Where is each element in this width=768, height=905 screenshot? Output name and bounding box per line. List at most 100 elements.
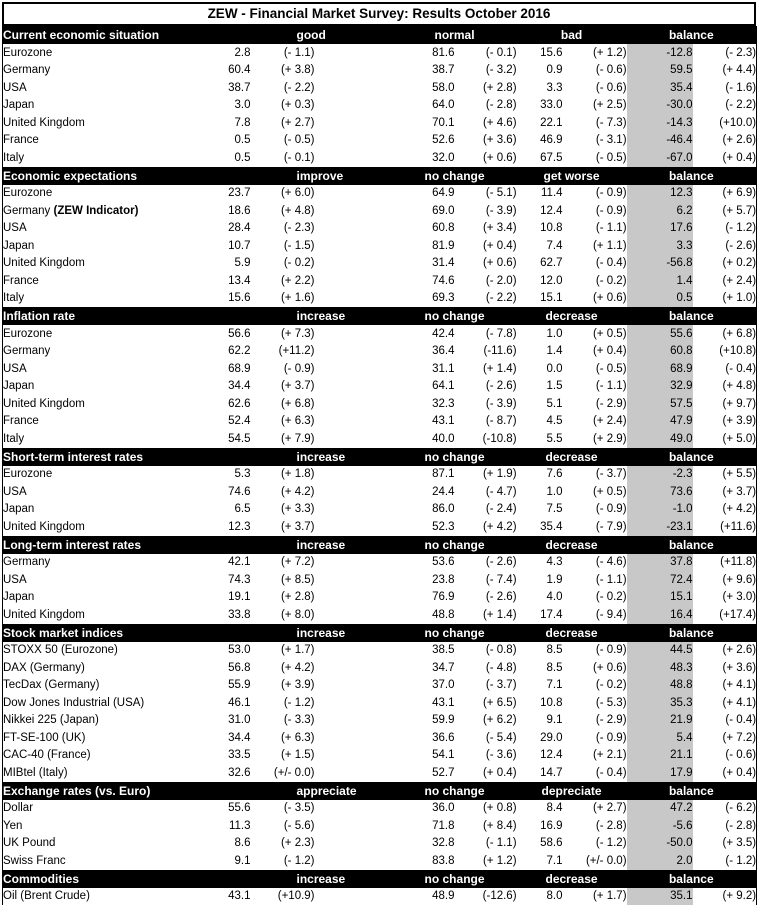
column-header-decrease: decrease [517,536,627,554]
balance-change: (+ 2.6) [693,642,757,660]
change-2: (- 5.1) [455,185,517,203]
value-3: 15.6 [517,44,563,62]
row-label: Germany [3,62,201,80]
value-3: 1.9 [517,571,563,589]
change-3: (+ 0.6) [563,290,627,308]
value-2: 38.7 [315,62,455,80]
change-3: (+ 0.5) [563,325,627,343]
row-label: USA [3,483,201,501]
balance-value: -23.1 [627,518,693,536]
value-2: 48.8 [315,606,455,624]
change-3: (- 0.2) [563,272,627,290]
value-3: 58.6 [517,835,563,853]
column-header-appreciate: appreciate [201,782,315,800]
row-label: USA [3,79,201,97]
change-1: (+ 8.5) [251,571,315,589]
change-2: (+ 0.4) [455,237,517,255]
value-3: 14.7 [517,764,563,782]
change-2: (- 4.7) [455,483,517,501]
change-1: (- 1.2) [251,852,315,870]
change-1: (- 1.1) [251,44,315,62]
row-label: Japan [3,589,201,607]
value-1: 34.4 [201,378,251,396]
change-1: (+/- 0.0) [251,764,315,782]
value-1: 0.5 [201,149,251,167]
change-1: (+ 2.8) [251,589,315,607]
row-label: France [3,272,201,290]
change-1: (+ 3.3) [251,501,315,519]
value-1: 6.5 [201,501,251,519]
change-1: (+ 2.7) [251,114,315,132]
row-label: Italy [3,290,201,308]
value-2: 69.0 [315,202,455,220]
balance-change: (+ 3.5) [693,835,757,853]
survey-title: ZEW - Financial Market Survey: Results O… [2,2,756,26]
value-3: 4.0 [517,589,563,607]
balance-value: 32.9 [627,378,693,396]
row-stoxx-50-eurozone: STOXX 50 (Eurozone)53.0(+ 1.7)38.5(- 0.8… [3,642,757,660]
value-1: 8.6 [201,835,251,853]
value-3: 1.0 [517,325,563,343]
change-2: (+ 4.2) [455,518,517,536]
balance-value: -1.0 [627,501,693,519]
row-label-bold: (ZEW Indicator) [54,205,139,217]
balance-change: (- 2.3) [693,44,757,62]
value-1: 33.8 [201,606,251,624]
change-1: (+ 8.0) [251,606,315,624]
change-3: (- 7.9) [563,518,627,536]
value-2: 52.6 [315,132,455,150]
value-2: 32.0 [315,149,455,167]
value-3: 67.5 [517,149,563,167]
column-header-decrease: decrease [517,448,627,466]
row-label: United Kingdom [3,518,201,536]
balance-change: (+ 4.1) [693,677,757,695]
row-label: CAC-40 (France) [3,747,201,765]
value-1: 68.9 [201,360,251,378]
balance-value: 55.6 [627,325,693,343]
change-2: (+ 3.4) [455,220,517,238]
value-1: 56.8 [201,659,251,677]
balance-value: 35.4 [627,79,693,97]
change-3: (- 2.9) [563,395,627,413]
value-2: 23.8 [315,571,455,589]
change-1: (+ 7.2) [251,554,315,572]
balance-value: 59.5 [627,62,693,80]
section-title: Commodities [3,870,201,888]
value-1: 74.3 [201,571,251,589]
value-3: 15.1 [517,290,563,308]
change-3: (- 0.9) [563,642,627,660]
change-2: (- 3.7) [455,677,517,695]
balance-value: 73.6 [627,483,693,501]
value-3: 3.3 [517,79,563,97]
value-2: 76.9 [315,589,455,607]
row-label: Dollar [3,800,201,818]
change-1: (- 0.2) [251,255,315,273]
change-3: (- 0.4) [563,255,627,273]
change-2: (- 1.1) [455,835,517,853]
balance-change: (+ 3.6) [693,659,757,677]
row-label: United Kingdom [3,606,201,624]
value-3: 12.4 [517,202,563,220]
change-3: (+ 1.1) [563,237,627,255]
column-header-decrease: decrease [517,870,627,888]
value-3: 33.0 [517,97,563,115]
value-2: 24.4 [315,483,455,501]
value-2: 52.7 [315,764,455,782]
column-header-balance: balance [627,448,757,466]
row-mibtel-italy: MIBtel (Italy)32.6(+/- 0.0)52.7(+ 0.4)14… [3,764,757,782]
change-1: (+ 0.3) [251,97,315,115]
value-2: 64.1 [315,378,455,396]
row-label: Japan [3,501,201,519]
column-header-increase: increase [201,624,315,642]
change-1: (- 0.9) [251,360,315,378]
value-2: 36.6 [315,729,455,747]
